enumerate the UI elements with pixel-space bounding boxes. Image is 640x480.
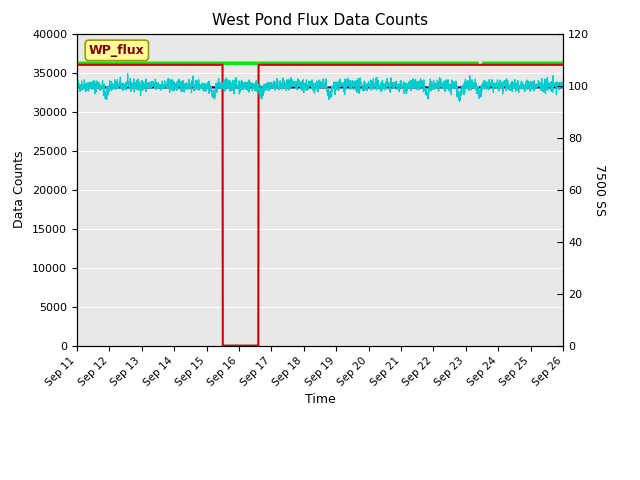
Y-axis label: 7500 SS: 7500 SS [593, 164, 606, 216]
Legend: li75_cnt, wmp_cnt, li77_cnt, 7500 Signal: li75_cnt, wmp_cnt, li77_cnt, 7500 Signal [93, 479, 547, 480]
Y-axis label: Data Counts: Data Counts [13, 151, 26, 228]
X-axis label: Time: Time [305, 394, 335, 407]
Title: West Pond Flux Data Counts: West Pond Flux Data Counts [212, 13, 428, 28]
Text: WP_flux: WP_flux [89, 44, 145, 57]
